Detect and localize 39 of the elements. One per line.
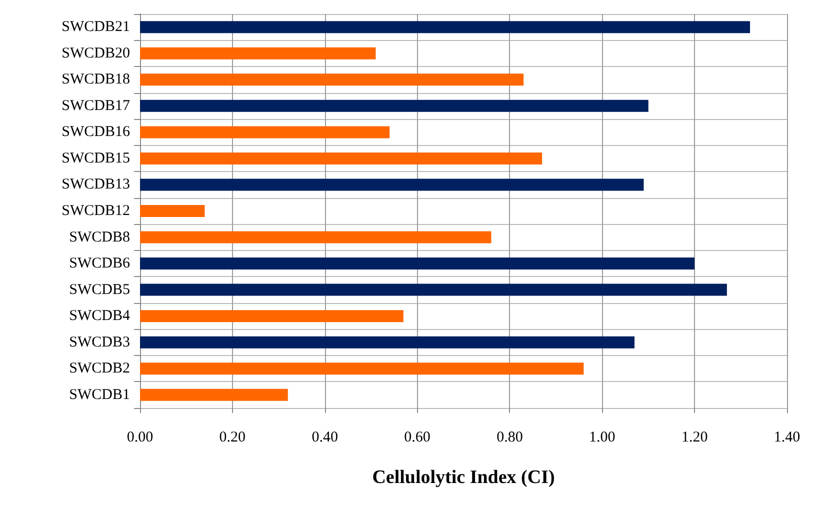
bar	[140, 336, 634, 348]
y-tick-label: SWCDB21	[62, 19, 130, 36]
y-tick-label: SWCDB13	[62, 176, 130, 193]
bar	[140, 47, 376, 60]
bar	[140, 205, 205, 217]
bar	[140, 231, 492, 244]
y-tick-label: SWCDB6	[69, 256, 130, 272]
bar	[140, 310, 404, 322]
bar	[140, 152, 542, 164]
x-tick-label: 0.60	[404, 430, 430, 446]
y-tick-label: SWCDB17	[62, 98, 130, 114]
bar	[140, 284, 727, 296]
x-tick-label: 1.40	[774, 430, 800, 446]
y-tick-label: SWCDB16	[62, 124, 130, 140]
y-tick-label: SWCDB2	[69, 360, 130, 377]
bar	[140, 74, 524, 86]
y-tick-label: SWCDB4	[69, 308, 130, 324]
y-tick-label: SWCDB15	[62, 150, 130, 166]
x-tick-label: 0.40	[312, 430, 338, 446]
bar	[140, 258, 695, 270]
bar	[140, 126, 390, 138]
bar	[140, 388, 288, 401]
x-tick-label: 0.20	[219, 430, 246, 446]
x-tick-label: 1.20	[681, 430, 708, 446]
bar	[140, 362, 584, 375]
x-tick-label: 1.00	[589, 430, 616, 446]
x-tick-label: 0.80	[496, 430, 523, 446]
y-tick-label: SWCDB5	[69, 282, 130, 298]
y-tick-label: SWCDB8	[69, 229, 130, 246]
y-tick-label: SWCDB3	[69, 334, 130, 350]
y-tick-label: SWCDB12	[62, 203, 130, 219]
x-tick-label: 0.00	[126, 430, 154, 446]
x-axis-title: Cellulolytic Index (CI)	[372, 467, 555, 488]
y-tick-label: SWCDB20	[62, 45, 130, 62]
bar	[140, 21, 750, 34]
bar	[140, 178, 644, 191]
y-tick-label: SWCDB1	[69, 386, 130, 403]
bar	[140, 100, 648, 112]
y-tick-label: SWCDB18	[62, 72, 130, 88]
